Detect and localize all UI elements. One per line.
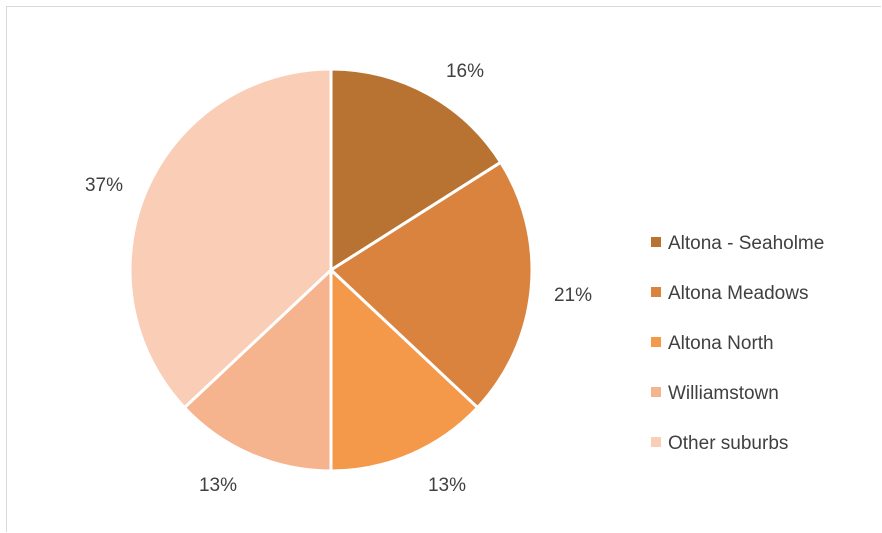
pie-slice-altona-seaholme bbox=[329, 67, 503, 273]
data-label: 21% bbox=[554, 285, 592, 306]
data-label: 13% bbox=[199, 475, 237, 496]
legend-label: Williamstown bbox=[668, 383, 779, 404]
legend-label: Altona Meadows bbox=[668, 283, 808, 304]
legend-swatch bbox=[651, 387, 661, 397]
data-labels: 16% 21% 13% 13% 37% bbox=[85, 61, 592, 496]
legend-label: Altona North bbox=[668, 333, 774, 354]
chart-frame bbox=[6, 6, 881, 532]
data-label: 16% bbox=[446, 61, 484, 82]
data-label: 37% bbox=[85, 175, 123, 196]
data-label: 13% bbox=[428, 475, 466, 496]
legend-swatch bbox=[651, 437, 661, 447]
legend-swatch bbox=[651, 287, 661, 297]
pie-slice-altona-meadows bbox=[328, 160, 534, 410]
legend: Altona - Seaholme Altona Meadows Altona No… bbox=[651, 233, 824, 454]
legend-label: Altona - Seaholme bbox=[668, 233, 824, 254]
pie-slice-altona-north bbox=[329, 266, 480, 473]
legend-swatch bbox=[651, 237, 661, 247]
legend-label: Other suburbs bbox=[668, 433, 788, 454]
pie-slice-other-suburbs bbox=[128, 67, 333, 410]
legend-swatch bbox=[651, 337, 661, 347]
pie-slice-williamstown bbox=[182, 266, 333, 473]
pie-slices bbox=[128, 67, 534, 473]
